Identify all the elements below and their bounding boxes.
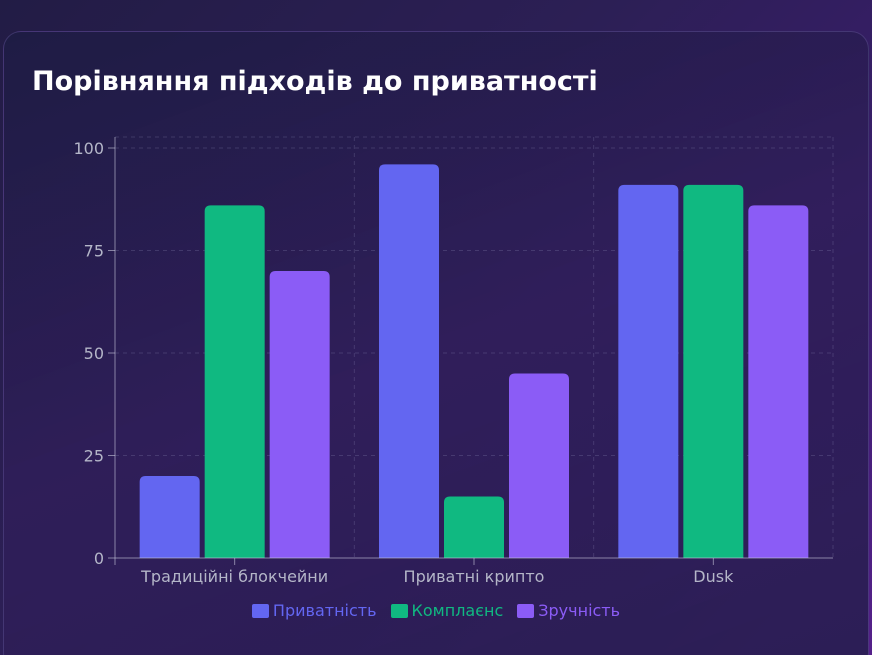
x-tick-label: Приватні крипто	[404, 567, 545, 586]
legend-item[interactable]: Приватність	[251, 601, 377, 620]
axes	[108, 137, 833, 565]
bar	[139, 476, 200, 558]
bar	[683, 184, 744, 558]
legend-label: Комплаєнс	[411, 601, 504, 620]
legend-label: Зручність	[538, 601, 621, 620]
legend-item[interactable]: Комплаєнс	[390, 601, 504, 620]
legend-label: Приватність	[272, 601, 377, 620]
bar	[444, 496, 504, 558]
bar	[618, 184, 679, 558]
bar	[204, 205, 265, 558]
x-tick-label: Традиційні блокчейни	[140, 567, 328, 586]
bar	[269, 271, 330, 558]
y-tick-label: 0	[94, 549, 104, 568]
y-tick-label: 75	[84, 242, 104, 261]
legend-swatch	[251, 603, 269, 618]
bars	[139, 164, 809, 558]
y-tick-label: 50	[84, 344, 104, 363]
legend-swatch	[390, 603, 408, 618]
y-tick-labels: 0 25 50 75 100	[73, 139, 104, 568]
chart-legend: Приватність Комплаєнс Зручність	[0, 601, 872, 620]
bar	[379, 164, 439, 558]
x-category-labels: Традиційні блокчейни Приватні крипто Dusk	[140, 567, 734, 586]
chart-title: Порівняння підходів до приватності	[32, 66, 598, 97]
y-tick-label: 25	[84, 447, 104, 466]
y-tick-label: 100	[73, 139, 104, 158]
legend-item[interactable]: Зручність	[517, 601, 620, 620]
grid-lines	[115, 136, 834, 558]
x-tick-label: Dusk	[693, 567, 734, 586]
bar	[748, 205, 809, 558]
legend-swatch	[517, 603, 535, 618]
bar	[509, 373, 569, 558]
